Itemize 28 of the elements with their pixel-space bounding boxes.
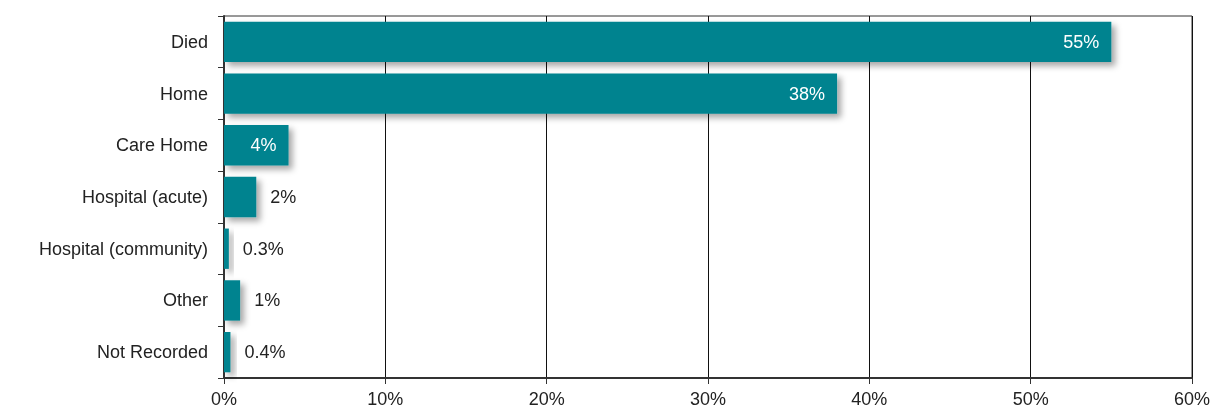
x-tick-label: 10% bbox=[367, 389, 404, 409]
bar bbox=[224, 125, 289, 166]
y-tick-label: Other bbox=[162, 290, 208, 311]
data-label: 1% bbox=[254, 290, 281, 311]
y-tick-label: Hospital (community) bbox=[38, 238, 208, 259]
bar bbox=[224, 280, 241, 321]
data-label: 38% bbox=[789, 83, 826, 104]
bar bbox=[224, 331, 231, 373]
y-tick-label: Not Recorded bbox=[96, 342, 208, 363]
x-tick-label: 30% bbox=[689, 389, 727, 409]
bar bbox=[224, 21, 1112, 63]
x-tick-label: 20% bbox=[528, 389, 565, 409]
data-label: 0.4% bbox=[244, 342, 286, 363]
y-tick-label: Died bbox=[170, 31, 208, 52]
y-tick-label: Care Home bbox=[115, 135, 208, 156]
y-tick-label: Hospital (acute) bbox=[81, 187, 208, 207]
data-label: 0.3% bbox=[242, 238, 284, 259]
bar bbox=[224, 228, 229, 269]
bar bbox=[224, 73, 838, 114]
x-tick-label: 50% bbox=[1012, 389, 1049, 409]
data-label: 55% bbox=[1063, 31, 1100, 52]
bar bbox=[224, 176, 257, 218]
data-label: 4% bbox=[250, 135, 277, 156]
x-tick-label: 60% bbox=[1173, 389, 1211, 409]
y-tick-label: Home bbox=[159, 83, 208, 104]
x-tick-label: 40% bbox=[851, 389, 888, 409]
data-label: 2% bbox=[270, 187, 297, 207]
x-tick-label: 0% bbox=[210, 389, 238, 409]
